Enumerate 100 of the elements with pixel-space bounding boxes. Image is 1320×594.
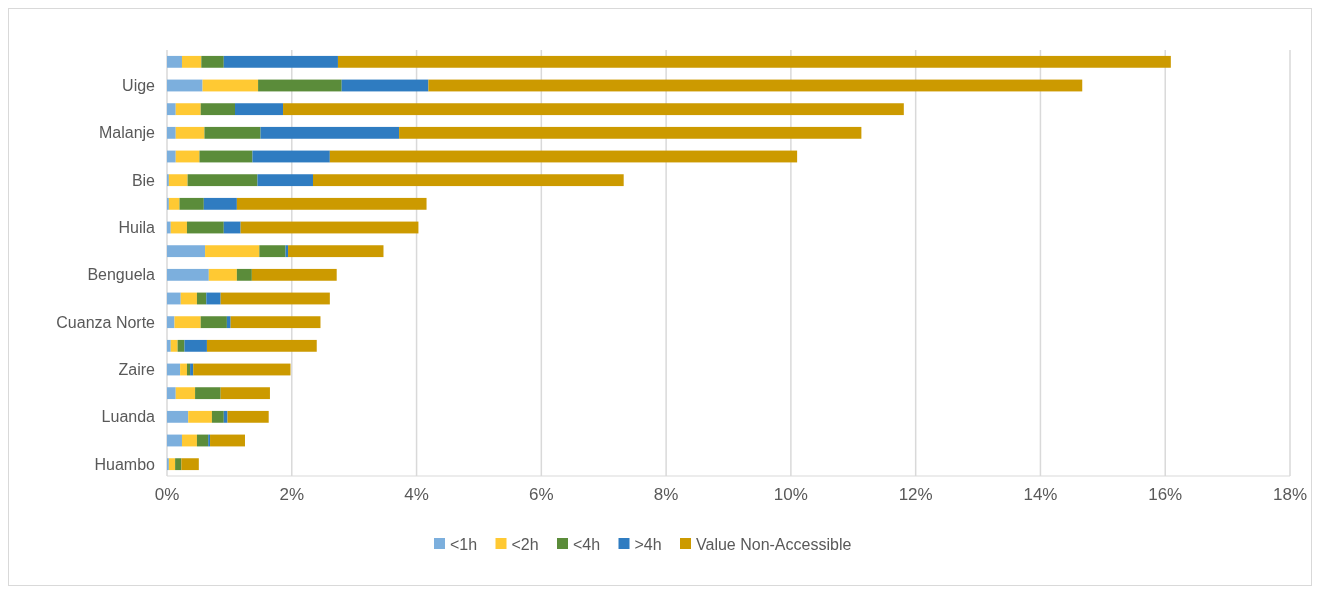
bar xyxy=(200,316,227,329)
y-tick-label: Huila xyxy=(118,219,156,237)
bar xyxy=(167,126,176,139)
bar xyxy=(251,268,337,281)
bar xyxy=(167,292,181,305)
bar xyxy=(175,103,201,116)
bar xyxy=(181,458,199,471)
bar xyxy=(205,245,260,258)
bar xyxy=(167,245,206,258)
bar xyxy=(181,434,197,447)
bar xyxy=(167,79,203,92)
bar xyxy=(223,221,241,234)
y-tick-label: Bie xyxy=(131,171,156,189)
x-tick-label: 4% xyxy=(404,485,429,504)
bar xyxy=(168,458,176,471)
bar xyxy=(240,221,419,234)
bar xyxy=(206,339,317,352)
bar xyxy=(257,174,313,187)
bar xyxy=(329,150,798,163)
bar xyxy=(204,126,261,139)
bar xyxy=(288,245,384,258)
y-tick-label: Luanda xyxy=(101,408,156,426)
bar xyxy=(235,103,284,116)
bar xyxy=(184,339,207,352)
bar xyxy=(167,410,189,423)
bar xyxy=(175,126,205,139)
bar xyxy=(259,245,286,258)
legend-label: >4h xyxy=(634,535,662,553)
bar xyxy=(202,79,259,92)
legend-label: <2h xyxy=(511,535,539,553)
y-tick-label: Cuanza Norte xyxy=(56,313,156,331)
bar xyxy=(337,55,1171,68)
bar xyxy=(211,410,224,423)
bar xyxy=(252,150,330,163)
y-tick-label: Uige xyxy=(122,77,156,95)
bar xyxy=(195,387,221,400)
bar xyxy=(258,79,342,92)
bar xyxy=(175,387,196,400)
bar xyxy=(312,174,624,187)
bar xyxy=(174,316,201,329)
bar xyxy=(236,268,252,281)
x-tick-label: 18% xyxy=(1272,485,1308,504)
bar xyxy=(220,387,270,400)
bar xyxy=(168,197,180,210)
bar xyxy=(223,410,228,423)
bar xyxy=(175,458,182,471)
bar xyxy=(187,174,258,187)
bar xyxy=(179,197,204,210)
bar xyxy=(186,221,224,234)
y-tick-label: Zaire xyxy=(118,361,156,379)
legend-label: <4h xyxy=(573,535,601,553)
bar xyxy=(180,292,197,305)
bar xyxy=(167,363,181,376)
bar xyxy=(201,55,224,68)
x-tick-label: 6% xyxy=(529,485,554,504)
y-tick-label: Malanje xyxy=(98,124,156,142)
bar xyxy=(203,197,237,210)
bar xyxy=(200,103,235,116)
bar xyxy=(167,221,171,234)
bar xyxy=(193,363,291,376)
x-tick-label: 10% xyxy=(773,485,808,504)
y-tick-label: Huambo xyxy=(94,455,156,473)
bar xyxy=(168,174,188,187)
bar xyxy=(167,434,182,447)
bar xyxy=(226,316,231,329)
bar xyxy=(341,79,429,92)
bar xyxy=(167,55,182,68)
bar xyxy=(175,150,200,163)
bar xyxy=(399,126,862,139)
bar xyxy=(236,197,427,210)
bar xyxy=(210,434,245,447)
bar xyxy=(170,221,187,234)
x-tick-label: 2% xyxy=(279,485,305,504)
bar xyxy=(167,387,176,400)
bar xyxy=(260,126,400,139)
bar xyxy=(167,316,175,329)
bar xyxy=(220,292,330,305)
bar xyxy=(208,268,237,281)
x-tick-label: 12% xyxy=(898,485,933,504)
bar xyxy=(230,316,321,329)
bar xyxy=(167,339,171,352)
bar xyxy=(167,268,209,281)
bar xyxy=(181,55,202,68)
x-tick-label: 0% xyxy=(154,485,180,504)
bar xyxy=(428,79,1083,92)
bar xyxy=(206,292,221,305)
legend-label: <1h xyxy=(450,535,478,553)
x-tick-label: 14% xyxy=(1023,485,1058,504)
bar xyxy=(223,55,338,68)
legend-label: Value Non-Accessible xyxy=(696,535,852,553)
bar xyxy=(188,410,212,423)
bar xyxy=(167,103,176,116)
bar xyxy=(180,363,187,376)
x-tick-label: 16% xyxy=(1148,485,1183,504)
bar xyxy=(283,103,904,116)
bar xyxy=(196,434,209,447)
y-tick-label: Benguela xyxy=(87,266,156,284)
x-tick-label: 8% xyxy=(653,485,679,504)
bar xyxy=(167,150,176,163)
bar xyxy=(227,410,269,423)
